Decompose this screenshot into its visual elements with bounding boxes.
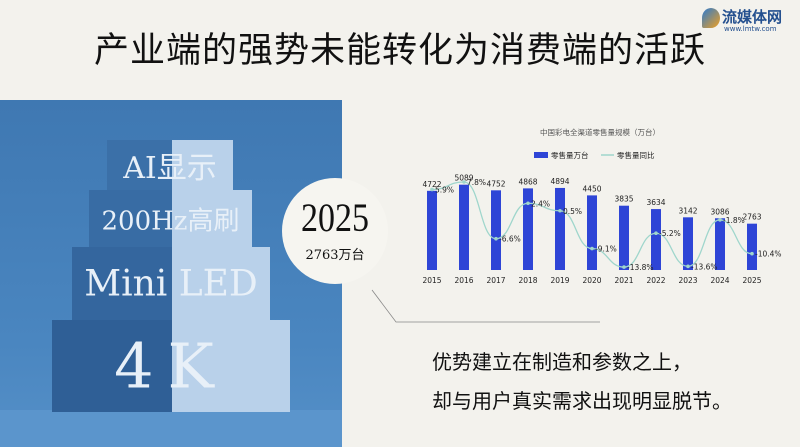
page-title: 产业端的强势未能转化为消费端的活跃 bbox=[93, 31, 706, 71]
highlight-year: 2025 bbox=[301, 195, 369, 240]
block-label: 200Hz高刷 bbox=[101, 206, 240, 236]
bar bbox=[715, 218, 725, 270]
highlight-bubble: 2025 2763万台 bbox=[282, 178, 388, 284]
bar-value-label: 4722 bbox=[422, 180, 441, 189]
block-label: 4K bbox=[114, 329, 228, 403]
conclusion-text: 优势建立在制造和参数之上， 却与用户真实需求出现明显脱节。 bbox=[432, 343, 732, 421]
yoy-value-label: 2.4% bbox=[531, 199, 550, 208]
x-tick-label: 2019 bbox=[550, 276, 569, 285]
yoy-point bbox=[462, 180, 466, 184]
bar bbox=[427, 190, 437, 270]
legend-bar-label: 零售量万台 bbox=[551, 150, 589, 160]
x-tick-label: 2021 bbox=[614, 276, 633, 285]
yoy-value-label: -13.6% bbox=[691, 262, 718, 271]
bar bbox=[619, 205, 629, 270]
bar bbox=[683, 217, 693, 270]
bar-value-label: 4894 bbox=[550, 177, 569, 186]
yoy-point bbox=[590, 246, 594, 251]
bar bbox=[491, 190, 501, 270]
yoy-value-label: 7.8% bbox=[467, 178, 486, 187]
bar-value-label: 4868 bbox=[518, 177, 537, 186]
yoy-point bbox=[494, 236, 498, 241]
chart-title: 中国彩电全渠道零售量规模（万台） bbox=[540, 127, 660, 137]
floor bbox=[0, 410, 342, 447]
bar-value-label: 5089 bbox=[454, 174, 473, 183]
x-tick-label: 2020 bbox=[582, 276, 601, 285]
x-tick-label: 2016 bbox=[454, 276, 473, 285]
bar-value-label: 3634 bbox=[646, 198, 665, 207]
yoy-point bbox=[526, 201, 530, 206]
yoy-point bbox=[718, 218, 722, 222]
x-tick-label: 2015 bbox=[422, 276, 441, 285]
conclusion-line: 优势建立在制造和参数之上， bbox=[432, 350, 692, 374]
yoy-point bbox=[622, 265, 626, 269]
bar bbox=[651, 209, 661, 270]
yoy-value-label: -6.6% bbox=[499, 235, 521, 244]
bar bbox=[523, 188, 533, 270]
x-tick-label: 2017 bbox=[486, 276, 505, 285]
highlight-value: 2763万台 bbox=[305, 248, 365, 263]
block-4k: 4K bbox=[52, 320, 290, 412]
watermark-logo: 流媒体网 www.lmtw.com bbox=[702, 4, 798, 34]
logo-name: 流媒体网 bbox=[722, 8, 783, 26]
legend: 零售量万台 零售量同比 bbox=[534, 150, 655, 160]
yoy-value-label: -5.2% bbox=[659, 229, 681, 238]
yoy-value-label: -10.4% bbox=[755, 250, 782, 259]
x-tick-label: 2024 bbox=[710, 276, 729, 285]
block-ai: AI显示 bbox=[107, 140, 233, 190]
bar-value-label: 3142 bbox=[678, 206, 697, 215]
yoy-value-label: -1.8% bbox=[723, 216, 745, 225]
block-label: AI显示 bbox=[123, 151, 217, 186]
block-200hz: 200Hz高刷 bbox=[89, 190, 252, 247]
x-tick-label: 2023 bbox=[678, 276, 697, 285]
yoy-value-label: -9.1% bbox=[595, 245, 617, 254]
yoy-value-label: -13.8% bbox=[627, 263, 654, 272]
bar bbox=[459, 184, 469, 270]
bar bbox=[587, 195, 597, 270]
yoy-value-label: 0.5% bbox=[563, 207, 582, 216]
yoy-point bbox=[654, 231, 658, 236]
x-tick-label: 2025 bbox=[742, 276, 761, 285]
bar bbox=[747, 223, 757, 270]
bar-value-label: 4450 bbox=[582, 184, 601, 193]
bar-value-label: 2763 bbox=[742, 213, 761, 222]
yoy-point bbox=[430, 187, 434, 192]
feature-image-panel: 4K Mini LED 200Hz高刷 AI显示 bbox=[0, 100, 342, 447]
retail-volume-chart: 中国彩电全渠道零售量规模（万台） 零售量万台 零售量同比 4722 2015 508… bbox=[422, 127, 782, 285]
yoy-point bbox=[686, 264, 690, 269]
legend-line-label: 零售量同比 bbox=[617, 150, 655, 160]
bar-value-label: 3835 bbox=[614, 195, 633, 204]
yoy-value-label: 5.9% bbox=[435, 185, 454, 194]
block-label: Mini LED bbox=[84, 263, 258, 304]
x-tick-label: 2018 bbox=[518, 276, 537, 285]
legend-bar-swatch bbox=[534, 152, 548, 158]
yoy-point bbox=[558, 208, 562, 213]
block-miniled: Mini LED bbox=[72, 247, 270, 320]
logo-icon bbox=[702, 8, 720, 28]
bar bbox=[555, 187, 565, 270]
bar-value-label: 3086 bbox=[710, 207, 729, 216]
bar-value-label: 4752 bbox=[486, 179, 505, 188]
logo-url: www.lmtw.com bbox=[724, 25, 777, 33]
x-tick-label: 2022 bbox=[646, 276, 665, 285]
conclusion-line: 却与用户真实需求出现明显脱节。 bbox=[432, 389, 732, 413]
yoy-point bbox=[750, 251, 754, 256]
